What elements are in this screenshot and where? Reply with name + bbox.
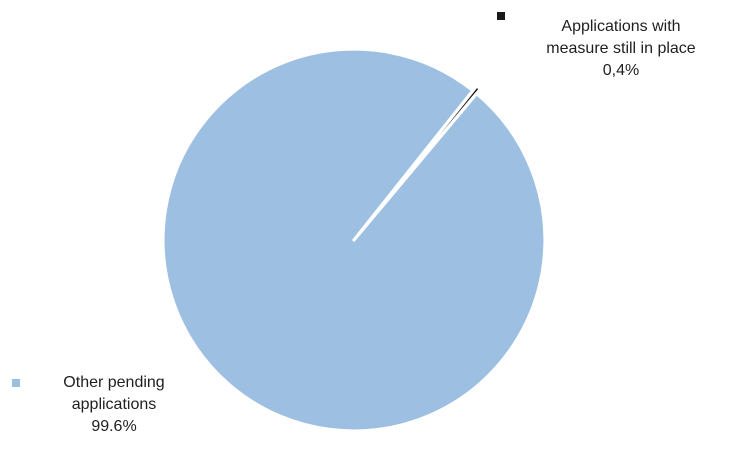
legend-marker-applications-with-measure: [497, 12, 505, 20]
slice-label-line: Other pending: [63, 374, 165, 391]
slice-value-label: 99.6%: [91, 418, 137, 435]
legend-marker-other-pending-applications: [12, 379, 20, 387]
slice-value-label: 0,4%: [602, 62, 640, 79]
slice-label-applications-with-measure: Applications with measure still in place…: [510, 16, 732, 82]
pie-slice-other-pending-applications: [161, 47, 547, 433]
slice-label-line: measure still in place: [546, 40, 696, 57]
pie-slices: [161, 47, 547, 433]
slice-label-line: applications: [71, 396, 157, 413]
slice-label-other-pending-applications: Other pending applications 99.6%: [16, 372, 212, 438]
slice-label-line: Applications with: [561, 18, 681, 35]
